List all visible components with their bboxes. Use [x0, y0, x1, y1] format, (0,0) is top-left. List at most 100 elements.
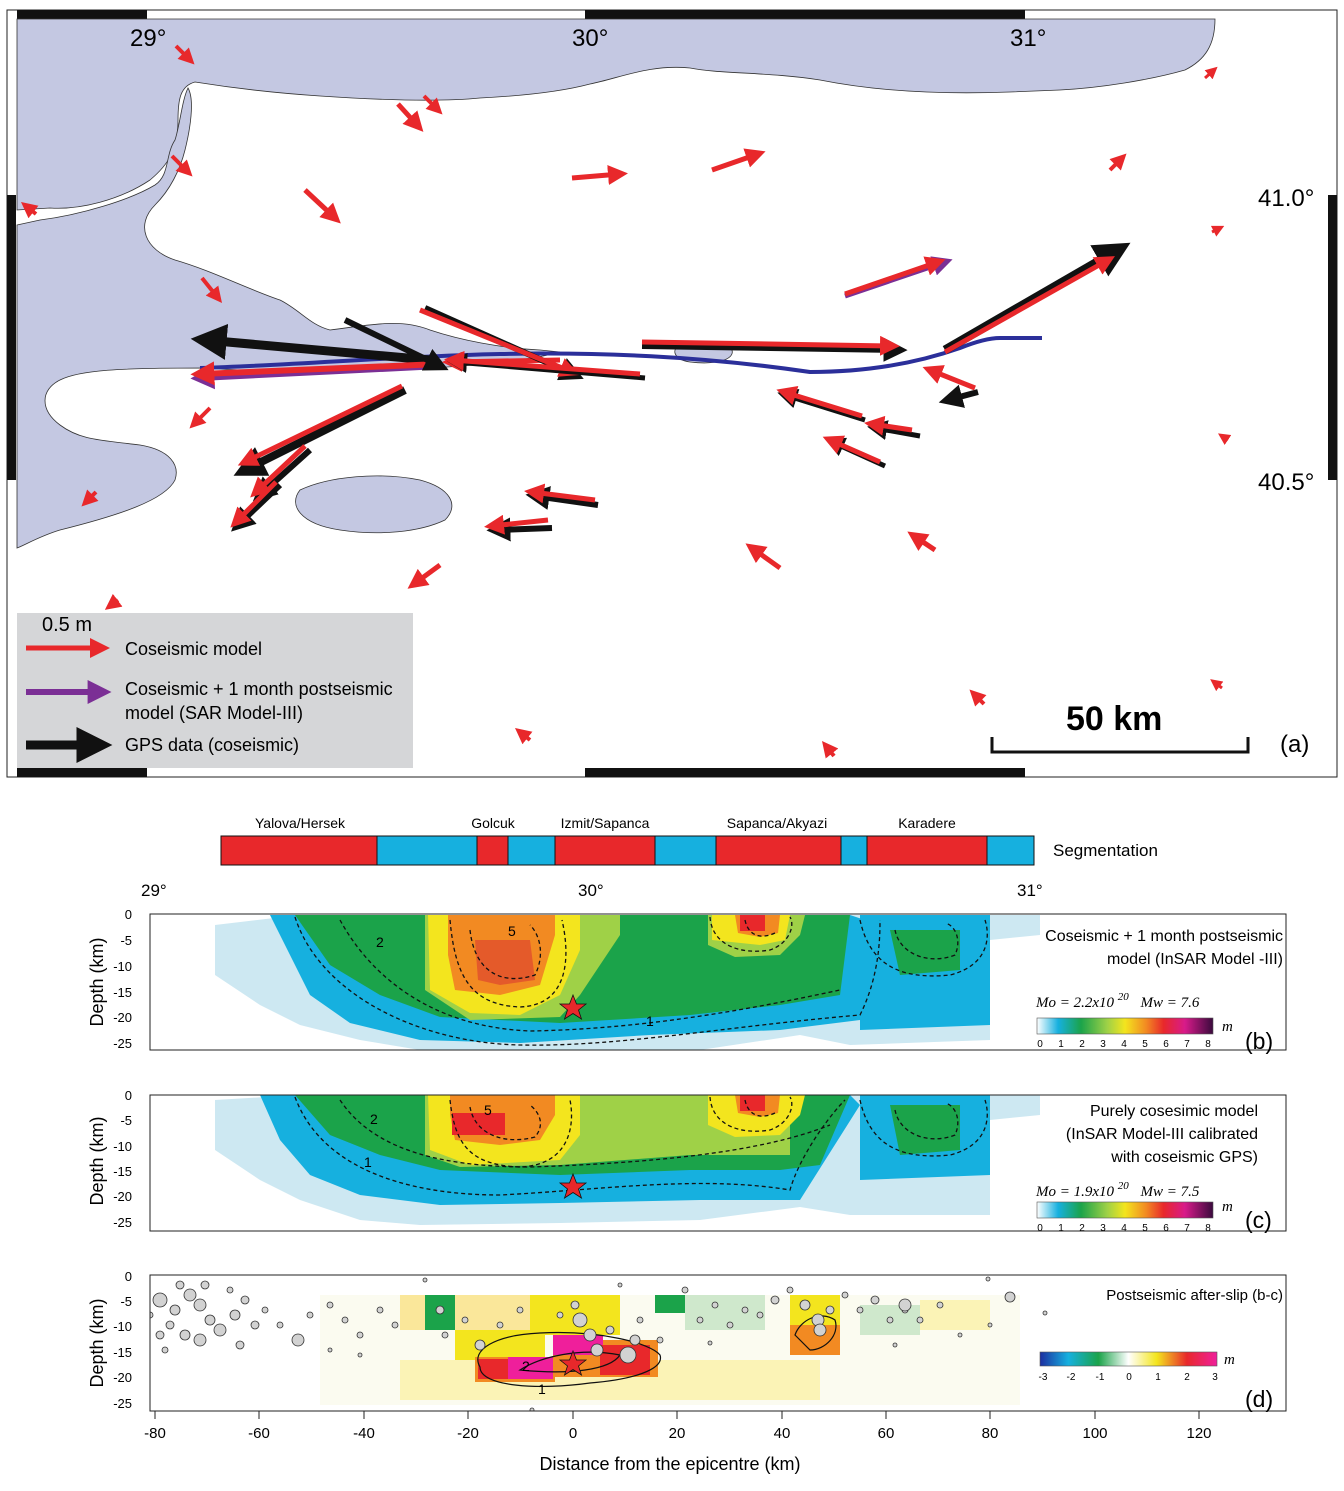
colorbar-tick: 2	[1184, 1372, 1190, 1383]
colorbar-tick: 1	[1155, 1372, 1161, 1383]
xtick-label: 0	[569, 1425, 577, 1442]
coseismic-vector	[444, 350, 641, 377]
colorbar-tick: 6	[1163, 1223, 1169, 1234]
map-lat-label: 41.0°	[1258, 185, 1314, 212]
ytick-label: -25	[113, 1396, 132, 1411]
colorbar-tick: 5	[1142, 1039, 1148, 1050]
colorbar-tick: 8	[1205, 1039, 1211, 1050]
coseismic-vector	[515, 728, 533, 745]
axes-frame-d	[149, 1274, 1287, 1412]
colorbar-tick: 3	[1212, 1372, 1218, 1383]
sea-areas	[16, 18, 1216, 549]
segment-label: Yalova/Hersek	[255, 815, 346, 831]
colorbar-tick: 4	[1121, 1223, 1127, 1234]
gps-vector	[233, 386, 407, 476]
segment-step	[840, 835, 868, 866]
ytick-label: -25	[113, 1036, 132, 1051]
panel-desc: with coseismic GPS)	[1110, 1149, 1258, 1166]
hypocentre-star	[558, 1172, 588, 1199]
coseismic-vector	[230, 480, 278, 528]
panel-label-d: (d)	[1245, 1386, 1273, 1412]
segment-step	[507, 835, 556, 866]
contour-label: 5	[508, 923, 516, 939]
displacement-map: 29° 30° 31° 41.0° 40.5° 0.5 m Coseismic …	[6, 9, 1338, 778]
coseismic-vector	[864, 415, 913, 436]
hypocentre-star	[558, 993, 588, 1020]
coseismic-vector	[907, 531, 937, 553]
ylabel-b: Depth (km)	[87, 937, 107, 1026]
coseismic-vector	[419, 307, 580, 377]
colorbar-tick: 3	[1100, 1039, 1106, 1050]
ytick-label: -10	[113, 1319, 132, 1334]
coseismic-vector	[422, 94, 443, 115]
colorbar-tick: 2	[1079, 1039, 1085, 1050]
axes-frame-c	[149, 1094, 1287, 1232]
ytick-label: -10	[113, 1139, 132, 1154]
segment	[554, 835, 656, 866]
segment	[715, 835, 842, 866]
coseismic-vector	[641, 335, 900, 356]
legend-label-postseismic: Coseismic + 1 month postseismic	[125, 679, 393, 699]
gps-vector	[641, 337, 908, 362]
colorbar-tick: 0	[1126, 1372, 1132, 1383]
scalebar-label: 50 km	[1066, 700, 1162, 738]
black-sea	[16, 18, 1216, 211]
panel-desc: Coseismic + 1 month postseismic	[1045, 928, 1283, 945]
displacement-vectors	[21, 44, 1232, 759]
coseismic-vector	[250, 444, 307, 498]
colorbar-tick: 0	[1037, 1039, 1043, 1050]
legend-scale-label: 0.5 m	[42, 614, 92, 636]
colorbar-unit: m	[1222, 1019, 1233, 1035]
axes-frame-b	[149, 913, 1287, 1051]
segmentation-title: Segmentation	[1053, 841, 1158, 860]
segment-label: Sapanca/Akyazi	[727, 815, 827, 831]
panel-d: 2 1	[87, 1269, 1287, 1474]
colorbar-unit: m	[1224, 1352, 1235, 1368]
gps-vector	[486, 517, 553, 542]
colorbar-tick: -1	[1096, 1372, 1105, 1383]
ylabel-c: Depth (km)	[87, 1116, 107, 1205]
coseismic-vector	[81, 489, 99, 507]
ytick-label: -25	[113, 1215, 132, 1230]
coseismic-vector	[190, 361, 441, 386]
xtick-label: 40	[774, 1425, 791, 1442]
moment-exponent: 20	[1118, 991, 1130, 1003]
map-lon-label: 30°	[572, 25, 608, 52]
moment-exponent: 20	[1118, 1180, 1130, 1192]
xtick-label: 100	[1082, 1425, 1107, 1442]
coseismic-vector	[484, 514, 549, 535]
afterslip-distribution-d: 2 1	[150, 1276, 1048, 1411]
legend-label-coseismic: Coseismic model	[125, 639, 262, 659]
coseismic-vector	[170, 154, 193, 177]
coseismic-vector	[943, 256, 1115, 355]
coseismic-vector	[571, 165, 628, 185]
xtick-label: 60	[878, 1425, 895, 1442]
colorbar-ticks-d: -3 -2 -1 0 1 2 3	[1039, 1372, 1219, 1383]
segment	[866, 835, 988, 866]
contour-label: 2	[522, 1358, 530, 1374]
x-axis-ticks	[154, 1411, 1200, 1419]
coseismic-vector	[104, 593, 123, 610]
coseismic-vector	[1210, 679, 1224, 692]
colorbar-tick: 2	[1079, 1223, 1085, 1234]
colorbar-d	[1039, 1351, 1218, 1367]
coseismic-vector	[396, 102, 424, 132]
magnitude-label: Mw = 7.6	[1140, 995, 1200, 1011]
contour-label: 1	[646, 1013, 654, 1029]
hypocentre-star	[558, 1349, 588, 1376]
coseismic-vector	[1108, 153, 1127, 172]
panel-desc: (InSAR Model-III calibrated	[1066, 1126, 1258, 1143]
segmentation-strip: Yalova/Hersek Golcuk Izmit/Sapanca Sapan…	[220, 815, 1158, 866]
colorbar-c	[1036, 1201, 1214, 1219]
map-lon-label: 29°	[130, 25, 166, 52]
contour-label: 1	[364, 1154, 372, 1170]
colorbar-ticks-c: 0 1 2 3 4 5 6 7 8	[1037, 1223, 1211, 1234]
xtick-label: -20	[457, 1425, 479, 1442]
gps-vector	[190, 323, 431, 365]
coseismic-vector	[21, 202, 39, 219]
moment-label: Mo = 1.9x10	[1035, 1184, 1115, 1200]
coseismic-vector	[189, 406, 212, 429]
panel-desc: model (InSAR Model -III)	[1107, 951, 1283, 968]
map-lat-label: 40.5°	[1258, 469, 1314, 496]
legend-label-postseismic-2: model (SAR Model-III)	[125, 703, 303, 723]
